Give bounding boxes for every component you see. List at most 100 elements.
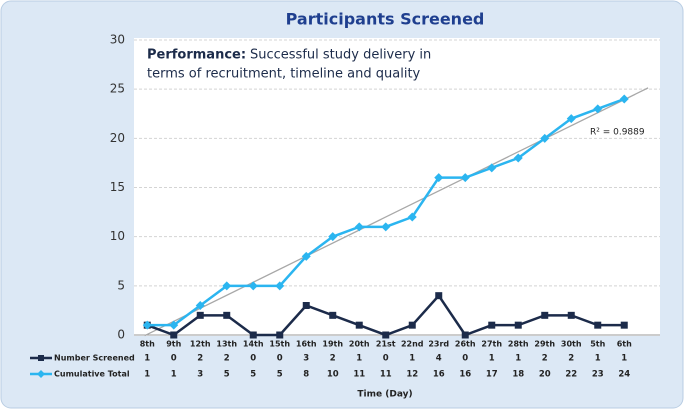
- table-cell: 1: [356, 354, 362, 364]
- x-tick-label: 30th: [561, 340, 582, 349]
- legend-label: Cumulative Total: [54, 370, 130, 379]
- table-cell: 0: [250, 354, 256, 364]
- marker: [566, 114, 576, 124]
- x-tick-label: 15th: [269, 340, 290, 349]
- marker: [249, 331, 257, 339]
- x-tick-label: 23rd: [428, 340, 449, 349]
- x-axis-label: Time (Day): [357, 390, 412, 400]
- marker: [487, 163, 497, 173]
- legend-marker: [37, 370, 45, 378]
- marker: [488, 321, 496, 329]
- marker: [540, 133, 550, 143]
- marker: [434, 173, 444, 183]
- x-tick-label: 20th: [349, 340, 370, 349]
- table-cell: 22: [565, 370, 577, 380]
- table-cell: 2: [197, 354, 203, 364]
- table-cell: 1: [409, 354, 415, 364]
- table-cell: 18: [512, 370, 524, 380]
- y-tick-label: 5: [117, 278, 125, 292]
- trendline-label: R² = 0.9889: [590, 128, 645, 138]
- table-cell: 0: [462, 354, 468, 364]
- marker: [513, 153, 523, 163]
- legend-label: Number Screened: [54, 354, 135, 363]
- table-cell: 23: [592, 370, 604, 380]
- marker: [196, 311, 204, 319]
- table-cell: 16: [433, 370, 445, 380]
- table-cell: 5: [224, 370, 230, 380]
- marker: [170, 331, 178, 339]
- table-cell: 17: [486, 370, 498, 380]
- table-cell: 12: [406, 370, 418, 380]
- table-cell: 1: [144, 370, 150, 380]
- table-cell: 1: [171, 370, 177, 380]
- table-cell: 2: [224, 354, 230, 364]
- trendline: [144, 87, 649, 337]
- marker: [354, 222, 364, 232]
- chart-title: Participants Screened: [286, 10, 485, 29]
- table-cell: 3: [303, 354, 309, 364]
- table-cell: 5: [250, 370, 256, 380]
- table-cell: 2: [568, 354, 574, 364]
- table-cell: 16: [459, 370, 471, 380]
- x-tick-label: 26th: [455, 340, 476, 349]
- y-tick-label: 15: [110, 180, 125, 194]
- x-tick-label: 29th: [534, 340, 555, 349]
- legend-marker: [38, 355, 44, 361]
- table-cell: 0: [277, 354, 283, 364]
- table-cell: 3: [197, 370, 203, 380]
- table-cell: 1: [621, 354, 627, 364]
- marker: [276, 331, 284, 339]
- x-tick-label: 8th: [140, 340, 155, 349]
- table-cell: 2: [330, 354, 336, 364]
- marker: [461, 331, 469, 339]
- table-cell: 1: [515, 354, 521, 364]
- x-tick-label: 5th: [590, 340, 605, 349]
- marker: [301, 251, 311, 261]
- x-tick-label: 14th: [243, 340, 264, 349]
- annotation-text: terms of recruitment, timeline and quali…: [147, 67, 421, 82]
- y-tick-label: 0: [117, 328, 125, 342]
- marker: [594, 321, 602, 329]
- table-cell: 2: [542, 354, 548, 364]
- table-cell: 11: [380, 370, 392, 380]
- marker: [328, 232, 338, 242]
- x-tick-label: 9th: [166, 340, 181, 349]
- marker: [329, 311, 337, 319]
- y-tick-label: 30: [110, 33, 125, 47]
- annotation-label: Performance:: [147, 48, 246, 63]
- table-cell: 0: [383, 354, 389, 364]
- y-tick-label: 10: [110, 229, 125, 243]
- x-tick-label: 21st: [376, 340, 396, 349]
- marker: [407, 212, 417, 222]
- marker: [302, 302, 310, 309]
- marker: [381, 222, 391, 232]
- y-tick-label: 20: [110, 131, 125, 145]
- marker: [435, 292, 443, 300]
- marker: [195, 301, 205, 310]
- marker: [355, 321, 363, 329]
- marker: [142, 320, 152, 330]
- table-cell: 5: [277, 370, 283, 380]
- x-tick-label: 19th: [322, 340, 343, 349]
- marker: [460, 173, 470, 183]
- marker: [619, 94, 629, 104]
- table-cell: 1: [595, 354, 601, 364]
- table-cell: 20: [539, 370, 551, 380]
- marker: [223, 311, 231, 319]
- marker: [275, 281, 285, 291]
- annotation-text: Successful study delivery in: [250, 48, 431, 63]
- table-cell: 8: [303, 370, 309, 380]
- marker: [514, 321, 522, 329]
- table-cell: 11: [353, 370, 365, 380]
- marker: [248, 281, 258, 291]
- table-cell: 1: [489, 354, 495, 364]
- x-tick-label: 6th: [617, 340, 632, 349]
- marker: [169, 320, 179, 330]
- table-cell: 4: [436, 354, 442, 364]
- x-tick-label: 28th: [508, 340, 529, 349]
- x-tick-label: 22nd: [401, 340, 424, 349]
- y-tick-label: 25: [110, 82, 125, 96]
- marker: [567, 311, 575, 319]
- marker: [593, 104, 603, 114]
